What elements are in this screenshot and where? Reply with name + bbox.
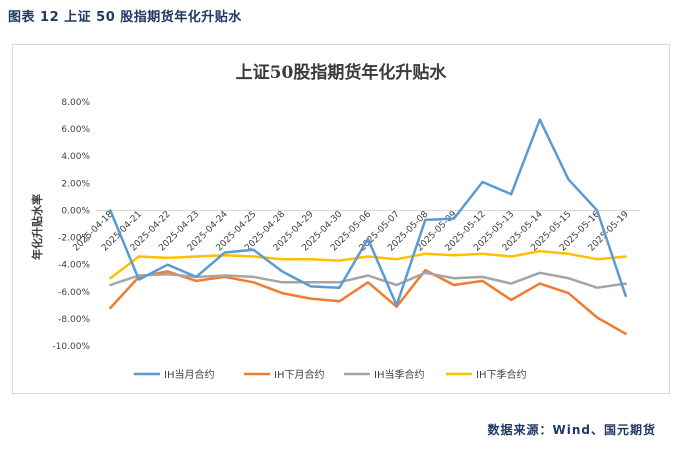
legend-label: IH下季合约 <box>476 368 526 381</box>
legend-label: IH下月合约 <box>274 368 324 381</box>
y-tick-label: -6.00% <box>58 288 90 298</box>
y-tick-label: 4.00% <box>61 152 90 162</box>
figure-caption: 图表 12 上证 50 股指期货年化升贴水 <box>8 10 242 25</box>
y-tick-label: -2.00% <box>58 234 90 244</box>
y-tick-label: 2.00% <box>61 179 90 189</box>
chart-title: 上证50股指期货年化升贴水 <box>235 63 447 83</box>
legend-label: IH当月合约 <box>164 368 214 381</box>
chart-frame <box>12 44 670 394</box>
y-tick-label: -4.00% <box>58 261 90 271</box>
y-tick-label: 6.00% <box>61 125 90 135</box>
legend: IH当月合约 IH下月合约 IH当季合约 IH下季合约 <box>134 368 526 381</box>
series-line <box>109 118 627 307</box>
series-line <box>109 268 627 336</box>
series-lines <box>109 118 627 336</box>
y-axis-label: 年化升贴水率 <box>30 194 44 260</box>
y-tick-label: -10.00% <box>52 342 90 352</box>
legend-label: IH当季合约 <box>374 368 424 381</box>
series-line <box>109 249 627 280</box>
y-tick-label: -8.00% <box>58 315 90 325</box>
x-axis: 2025-04-182025-04-212025-04-222025-04-23… <box>71 209 640 254</box>
data-source: 数据来源：Wind、国元期货 <box>487 423 656 437</box>
y-axis: 8.00% 6.00% 4.00% 2.00% 0.00% -2.00% -4.00% -6.… <box>52 98 90 352</box>
y-tick-label: 0.00% <box>61 206 90 216</box>
y-tick-label: 8.00% <box>61 98 90 108</box>
